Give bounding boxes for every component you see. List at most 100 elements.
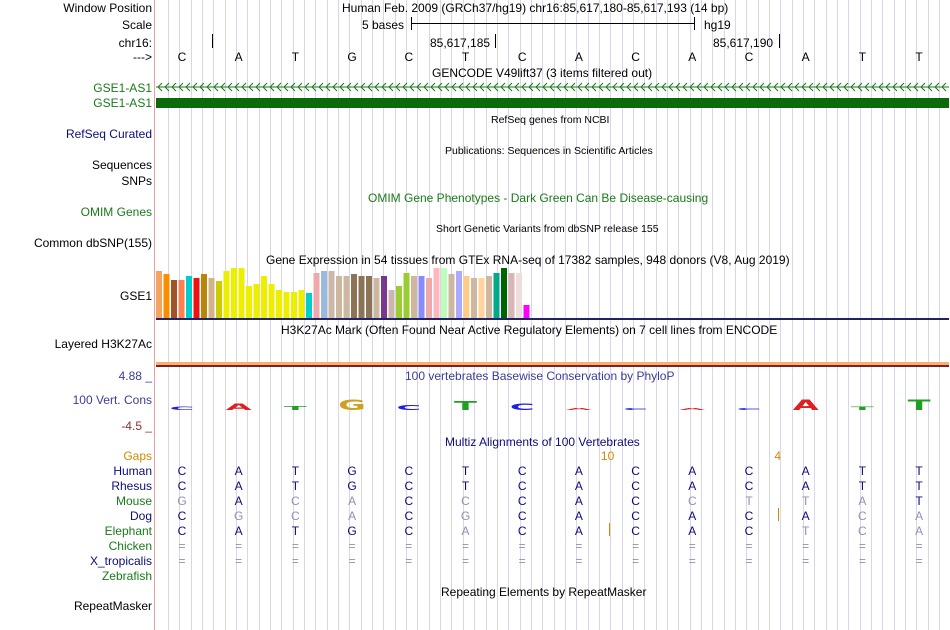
species-label[interactable]: Elephant bbox=[104, 524, 152, 538]
alignment-base: C bbox=[631, 479, 640, 493]
grid-line bbox=[928, 0, 929, 630]
gencode-transcript-1[interactable] bbox=[156, 81, 949, 93]
gencode-transcript-2[interactable] bbox=[156, 98, 949, 108]
grid-line bbox=[633, 0, 634, 630]
repeatmasker-label[interactable]: RepeatMasker bbox=[73, 599, 152, 613]
species-label[interactable]: Dog bbox=[129, 509, 152, 523]
h3k27ac-signal[interactable] bbox=[156, 362, 949, 365]
gtex-bar-chart[interactable] bbox=[156, 268, 536, 318]
gap-count: 4 bbox=[774, 449, 782, 463]
alignment-base: A bbox=[801, 464, 810, 478]
gencode-item-label-1[interactable]: GSE1-AS1 bbox=[93, 81, 152, 95]
strand-chevron bbox=[829, 82, 835, 92]
alignment-base: T bbox=[915, 464, 923, 478]
strand-chevron bbox=[185, 82, 191, 92]
refseq-label[interactable]: RefSeq Curated bbox=[65, 127, 152, 141]
gencode-item-label-2[interactable]: GSE1-AS1 bbox=[93, 96, 152, 110]
species-label[interactable]: Rhesus bbox=[111, 479, 152, 493]
gtex-tissue-bar bbox=[486, 276, 492, 318]
alignment-base: T bbox=[802, 494, 810, 508]
alignment-base: = bbox=[405, 539, 413, 553]
strand-chevron bbox=[528, 82, 534, 92]
gtex-tissue-bar bbox=[253, 284, 260, 318]
strand-chevron bbox=[626, 82, 632, 92]
gtex-tissue-bar bbox=[336, 276, 342, 318]
gtex-tissue-bar bbox=[508, 273, 515, 318]
strand-chevron bbox=[871, 82, 877, 92]
conservation-label[interactable]: 100 Vert. Cons bbox=[72, 393, 152, 407]
strand-chevron bbox=[486, 82, 492, 92]
scale-bar-right-tick bbox=[694, 17, 695, 30]
alignment-base: T bbox=[745, 494, 753, 508]
species-label[interactable]: Chicken bbox=[108, 539, 152, 553]
gtex-tissue-bar bbox=[478, 278, 485, 318]
grid-line bbox=[780, 0, 781, 630]
strand-chevron bbox=[836, 82, 842, 92]
strand-chevron bbox=[220, 82, 226, 92]
alignment-base: = bbox=[745, 539, 753, 553]
gtex-gene-label[interactable]: GSE1 bbox=[119, 289, 152, 303]
publications-label-snps[interactable]: SNPs bbox=[121, 174, 152, 188]
strand-chevron bbox=[206, 82, 212, 92]
alignment-base: = bbox=[802, 539, 810, 553]
grid-line bbox=[848, 0, 849, 630]
strand-chevron bbox=[521, 82, 527, 92]
alignment-base: = bbox=[178, 539, 186, 553]
species-label[interactable]: Mouse bbox=[115, 494, 152, 508]
grid-line bbox=[554, 0, 555, 630]
strand-chevron bbox=[535, 82, 541, 92]
alignment-base: A bbox=[348, 494, 357, 508]
alignment-base: A bbox=[688, 464, 697, 478]
strand-chevron bbox=[157, 82, 163, 92]
alignment-base: A bbox=[915, 524, 924, 538]
strand-chevron bbox=[395, 82, 401, 92]
dbsnp-label[interactable]: Common dbSNP(155) bbox=[33, 236, 152, 250]
species-label[interactable]: X_tropicalis bbox=[89, 554, 152, 568]
alignment-base: C bbox=[517, 479, 527, 493]
alignment-base: C bbox=[517, 524, 527, 538]
strand-chevron bbox=[703, 82, 709, 92]
h3k27ac-label[interactable]: Layered H3K27Ac bbox=[54, 337, 152, 351]
grid-line bbox=[837, 0, 838, 630]
strand-chevron bbox=[899, 82, 905, 92]
publications-label-sequences[interactable]: Sequences bbox=[91, 158, 152, 172]
grid-line bbox=[565, 0, 566, 630]
strand-chevron bbox=[570, 82, 576, 92]
alignment-base: C bbox=[744, 524, 754, 538]
gtex-tissue-bar bbox=[283, 292, 290, 318]
alignment-base: G bbox=[347, 524, 357, 538]
strand-chevron bbox=[647, 82, 653, 92]
conservation-logo-letter: A bbox=[226, 402, 252, 412]
strand-chevron bbox=[493, 82, 499, 92]
position-label-2: 85,617,190 bbox=[713, 36, 774, 50]
alignment-base: C bbox=[177, 479, 187, 493]
alignment-base: T bbox=[915, 494, 923, 508]
position-tick bbox=[779, 34, 780, 48]
strand-chevron bbox=[801, 82, 807, 92]
strand-chevron bbox=[640, 82, 646, 92]
strand-chevron bbox=[794, 82, 800, 92]
species-label[interactable]: Human bbox=[113, 464, 152, 478]
omim-label[interactable]: OMIM Genes bbox=[80, 205, 152, 219]
conservation-logo-letter: C bbox=[170, 406, 195, 411]
gencode-track-title[interactable]: GENCODE V49lift37 (3 items filtered out) bbox=[432, 66, 653, 80]
alignment-base: C bbox=[517, 494, 527, 508]
insertion-marker bbox=[609, 523, 610, 536]
reference-base: A bbox=[801, 50, 810, 64]
grid-line bbox=[576, 0, 577, 630]
conservation-logo-letter: C bbox=[396, 403, 421, 411]
strand-chevron bbox=[346, 82, 352, 92]
gtex-tissue-bar bbox=[381, 276, 387, 318]
strand-chevron bbox=[556, 82, 562, 92]
reference-base: C bbox=[177, 50, 187, 64]
alignment-base: T bbox=[802, 524, 810, 538]
grid-line bbox=[758, 0, 759, 630]
strand-chevron bbox=[808, 82, 814, 92]
strand-chevron bbox=[374, 82, 380, 92]
grid-line bbox=[746, 0, 747, 630]
species-label[interactable]: Zebrafish bbox=[101, 569, 152, 583]
strand-chevron bbox=[423, 82, 429, 92]
alignment-base: = bbox=[915, 539, 923, 553]
strand-chevron bbox=[787, 82, 793, 92]
